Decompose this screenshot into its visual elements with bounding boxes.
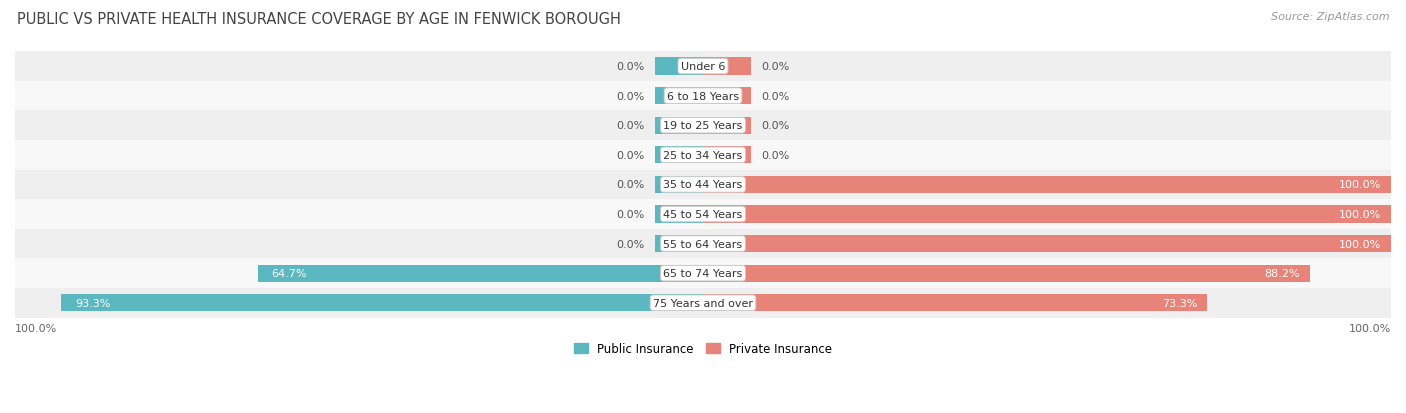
Bar (15, 141, 1391, 170)
Text: Source: ZipAtlas.com: Source: ZipAtlas.com (1271, 12, 1389, 22)
Bar (655, 206, 703, 223)
Bar (655, 58, 703, 76)
Bar (655, 147, 703, 164)
Text: 100.0%: 100.0% (1339, 180, 1381, 190)
Bar (703, 88, 751, 105)
Text: 6 to 18 Years: 6 to 18 Years (666, 91, 740, 102)
Bar (655, 117, 703, 135)
Bar (257, 265, 703, 282)
Bar (15, 288, 1391, 318)
Text: 25 to 34 Years: 25 to 34 Years (664, 150, 742, 160)
Bar (703, 265, 1310, 282)
Text: 73.3%: 73.3% (1161, 298, 1197, 308)
Text: 19 to 25 Years: 19 to 25 Years (664, 121, 742, 131)
Text: Under 6: Under 6 (681, 62, 725, 72)
Text: 100.0%: 100.0% (1339, 239, 1381, 249)
Text: 0.0%: 0.0% (616, 209, 644, 219)
Bar (15, 259, 1391, 288)
Text: 0.0%: 0.0% (616, 121, 644, 131)
Text: 0.0%: 0.0% (616, 150, 644, 160)
Text: 0.0%: 0.0% (616, 180, 644, 190)
Text: 100.0%: 100.0% (1348, 324, 1391, 334)
Bar (15, 170, 1391, 200)
Bar (655, 235, 703, 252)
Text: 65 to 74 Years: 65 to 74 Years (664, 268, 742, 278)
Bar (15, 52, 1391, 82)
Text: 0.0%: 0.0% (762, 91, 790, 102)
Bar (60, 294, 703, 311)
Text: 88.2%: 88.2% (1264, 268, 1299, 278)
Bar (703, 206, 1391, 223)
Text: 75 Years and over: 75 Years and over (652, 298, 754, 308)
Text: PUBLIC VS PRIVATE HEALTH INSURANCE COVERAGE BY AGE IN FENWICK BOROUGH: PUBLIC VS PRIVATE HEALTH INSURANCE COVER… (17, 12, 620, 27)
Bar (703, 176, 1391, 194)
Bar (655, 88, 703, 105)
Text: 0.0%: 0.0% (762, 150, 790, 160)
Text: 0.0%: 0.0% (762, 62, 790, 72)
Text: 0.0%: 0.0% (616, 91, 644, 102)
Bar (703, 58, 751, 76)
Text: 55 to 64 Years: 55 to 64 Years (664, 239, 742, 249)
Text: 100.0%: 100.0% (15, 324, 58, 334)
Text: 93.3%: 93.3% (75, 298, 110, 308)
Text: 100.0%: 100.0% (1339, 209, 1381, 219)
Text: 64.7%: 64.7% (271, 268, 307, 278)
Bar (15, 200, 1391, 229)
Text: 0.0%: 0.0% (616, 239, 644, 249)
Bar (15, 111, 1391, 141)
Bar (703, 117, 751, 135)
Bar (15, 229, 1391, 259)
Legend: Public Insurance, Private Insurance: Public Insurance, Private Insurance (569, 337, 837, 360)
Bar (703, 235, 1391, 252)
Text: 0.0%: 0.0% (762, 121, 790, 131)
Bar (703, 147, 751, 164)
Text: 45 to 54 Years: 45 to 54 Years (664, 209, 742, 219)
Bar (15, 82, 1391, 111)
Bar (703, 294, 1208, 311)
Bar (655, 176, 703, 194)
Text: 35 to 44 Years: 35 to 44 Years (664, 180, 742, 190)
Text: 0.0%: 0.0% (616, 62, 644, 72)
